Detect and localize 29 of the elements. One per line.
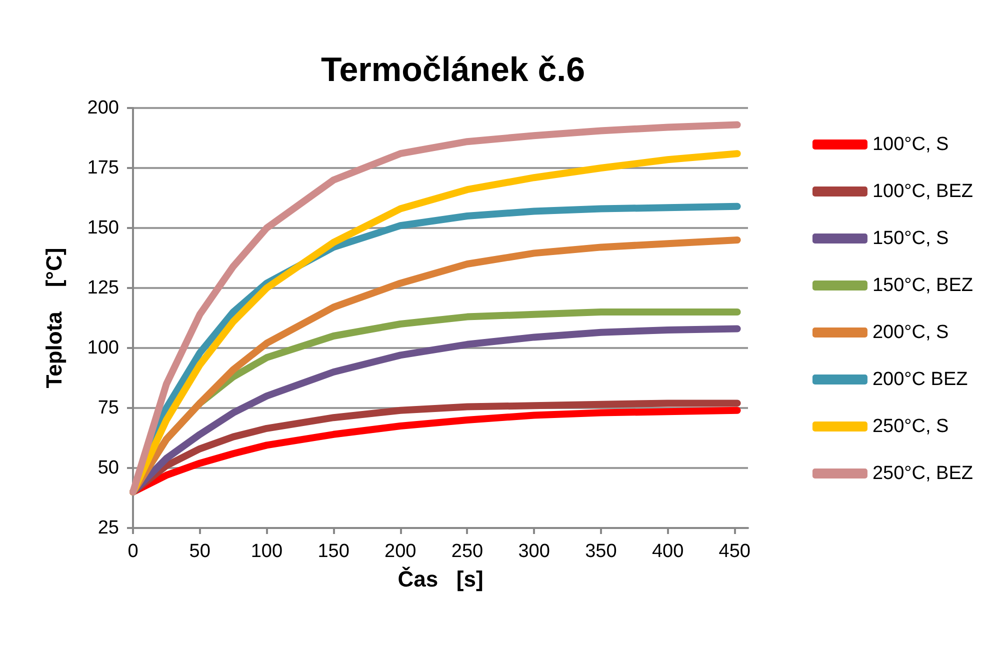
legend-label: 150°C, S — [872, 228, 949, 249]
x-tick-label: 100 — [250, 541, 283, 562]
x-tick-label: 400 — [652, 541, 684, 562]
x-tick-label: 50 — [189, 541, 210, 562]
y-axis-title: Teplota [°C] — [42, 248, 66, 388]
y-tick-label: 75 — [98, 398, 119, 418]
legend-label: 100°C, S — [872, 134, 949, 155]
legend-label: 100°C, BEZ — [872, 181, 974, 202]
y-tick-label: 150 — [87, 218, 119, 238]
x-tick-label: 350 — [585, 541, 617, 562]
y-tick-label: 50 — [98, 458, 119, 478]
y-tick-label: 125 — [87, 278, 119, 298]
x-tick-label: 450 — [718, 541, 750, 562]
legend-label: 250°C, S — [872, 416, 949, 437]
y-tick-label: 100 — [87, 338, 119, 358]
legend-label: 200°C, S — [872, 322, 949, 343]
x-tick-label: 200 — [384, 541, 416, 562]
legend-label: 200°C BEZ — [872, 369, 968, 390]
x-axis-title: Čas [s] — [398, 566, 484, 592]
legend-label: 250°C, BEZ — [872, 463, 974, 484]
y-tick-label: 25 — [98, 518, 119, 538]
y-tick-label: 200 — [87, 98, 119, 118]
x-tick-label: 300 — [518, 541, 550, 562]
chart-title: Termočlánek č.6 — [321, 51, 585, 89]
x-tick-label: 0 — [128, 541, 138, 562]
legend-label: 150°C, BEZ — [872, 275, 974, 296]
y-tick-label: 175 — [87, 158, 119, 178]
x-tick-label: 150 — [318, 541, 350, 562]
x-tick-label: 250 — [451, 541, 484, 562]
